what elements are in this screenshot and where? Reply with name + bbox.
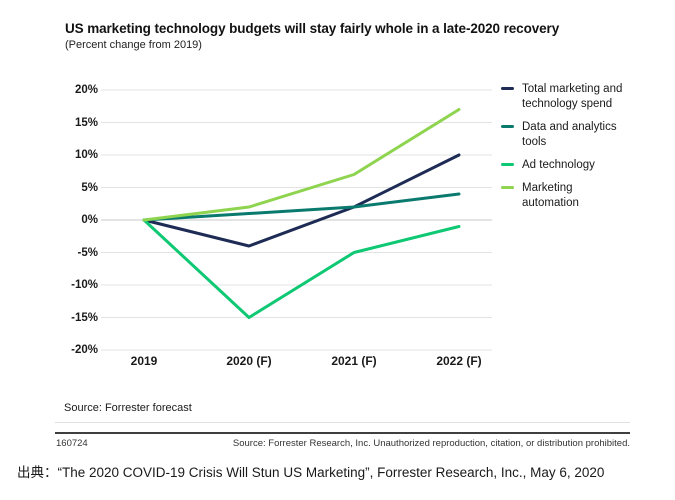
y-tick-label: 10% <box>74 149 98 161</box>
x-tick-label: 2019 <box>130 354 158 368</box>
legend-line-swatch <box>501 125 514 128</box>
series-line-marketing-automation <box>142 108 461 222</box>
y-tick-label: -5% <box>77 246 98 259</box>
legend-label: Marketing automation <box>522 182 579 209</box>
chart-title: US marketing technology budgets will sta… <box>65 21 560 36</box>
y-tick-label: -15% <box>71 311 98 324</box>
series-line-total-marketing-and-technology-spend <box>142 153 461 248</box>
copyright-notice: Source: Forrester Research, Inc. Unautho… <box>232 438 630 449</box>
y-tick-label: 0% <box>81 214 98 226</box>
legend-label: Data and analytics tools <box>522 121 617 148</box>
series-line-data-and-analytics-tools <box>142 192 461 222</box>
legend-item-marketing-automation: Marketing automation <box>501 181 640 211</box>
source-note: Source: Forrester forecast <box>64 402 192 414</box>
report-id: 160724 <box>56 438 88 449</box>
y-tick-label: 20% <box>74 84 98 96</box>
footer-divider-dark <box>55 432 630 434</box>
x-tick-label: 2021 (F) <box>331 354 377 368</box>
citation-caption: 出典：“The 2020 COVID-19 Crisis Will Stun U… <box>17 465 605 480</box>
legend-label: Total marketing and technology spend <box>522 83 623 110</box>
footer-divider-light <box>55 422 630 423</box>
chart-legend: Total marketing and technology spend Data… <box>501 82 640 211</box>
x-tick-label: 2022 (F) <box>436 354 482 368</box>
legend-line-swatch <box>501 87 514 90</box>
y-tick-label: -20% <box>71 344 98 356</box>
y-tick-label: 5% <box>81 181 98 194</box>
series-line-ad-technology <box>142 218 461 319</box>
legend-line-swatch <box>501 163 514 166</box>
chart-subtitle: (Percent change from 2019) <box>65 39 202 51</box>
legend-line-swatch <box>501 186 514 189</box>
y-tick-label: 15% <box>74 116 98 129</box>
legend-item-ad-technology: Ad technology <box>501 158 640 173</box>
y-tick-label: -10% <box>71 279 98 291</box>
legend-item-total-marketing-and-technology-spend: Total marketing and technology spend <box>501 82 640 112</box>
legend-item-data-and-analytics-tools: Data and analytics tools <box>501 120 640 150</box>
x-tick-label: 2020 (F) <box>226 354 272 368</box>
legend-label: Ad technology <box>522 159 595 171</box>
